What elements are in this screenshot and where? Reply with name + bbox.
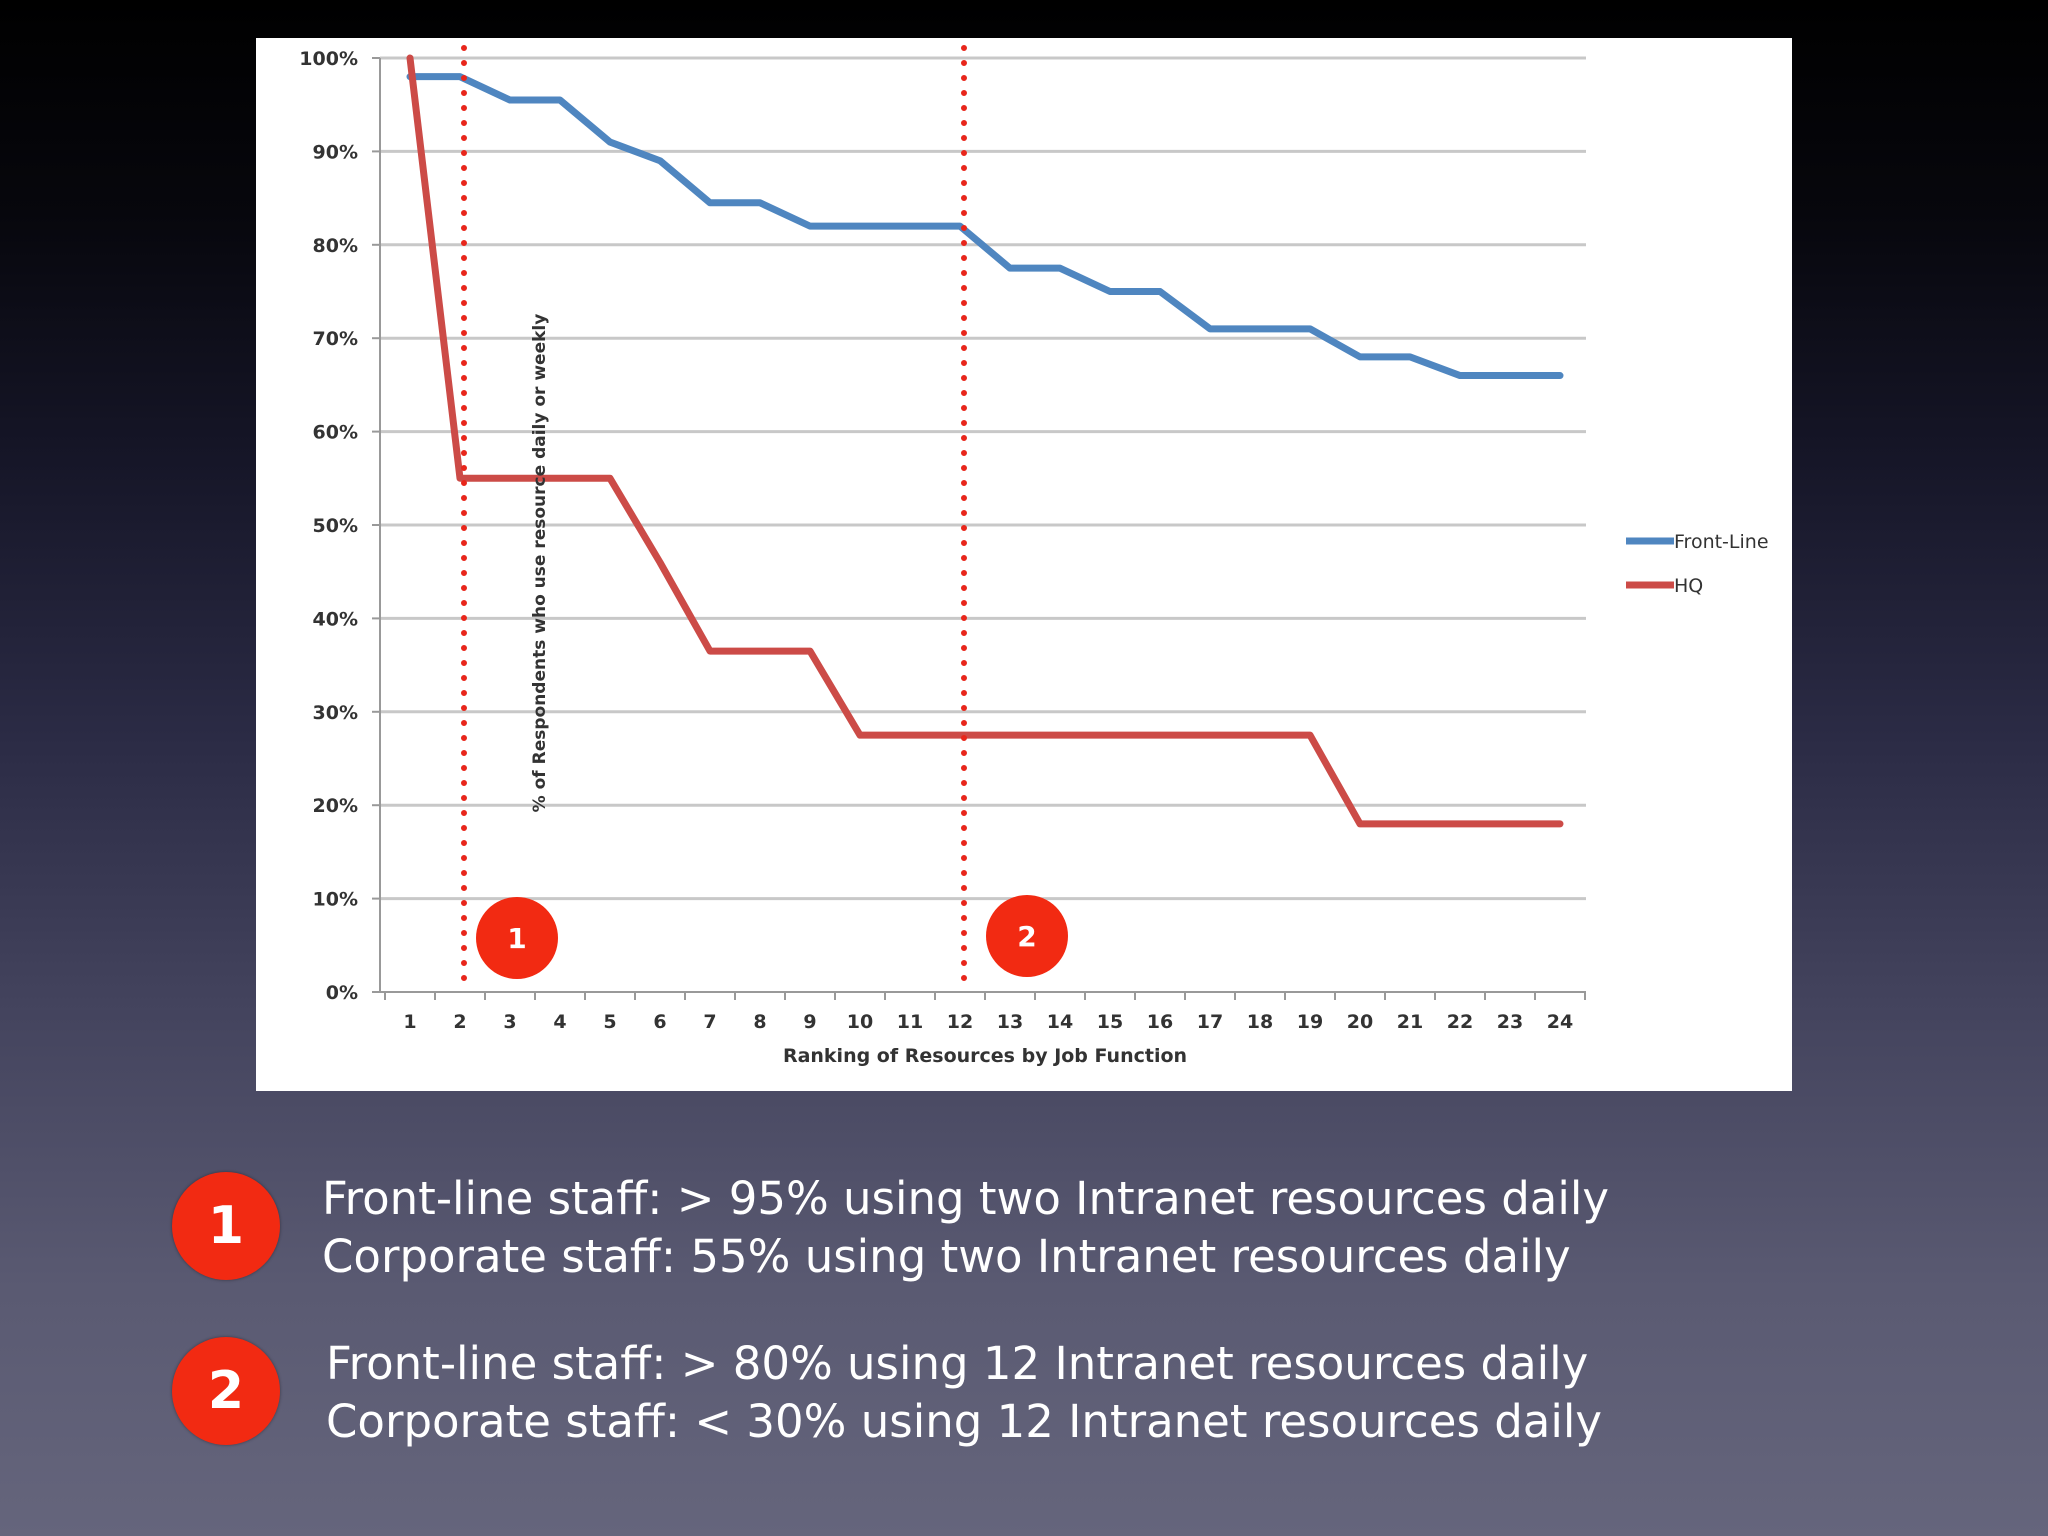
x-tick-label: 22 [1447, 1011, 1473, 1033]
legend-label-hq: HQ [1674, 575, 1703, 597]
y-tick-label: 50% [313, 515, 358, 537]
y-axis-title: % of Respondents who use resource daily … [530, 314, 550, 813]
legend: Front-Line HQ [1626, 531, 1769, 597]
y-tick-label: 0% [326, 982, 358, 1004]
x-tick-label: 14 [1047, 1011, 1073, 1033]
x-tick-label: 7 [703, 1011, 716, 1033]
x-tick-label: 16 [1147, 1011, 1173, 1033]
x-tick-label: 9 [803, 1011, 816, 1033]
x-tick-label: 19 [1297, 1011, 1323, 1033]
y-tick-label: 10% [313, 889, 358, 911]
series-lines [406, 54, 1564, 828]
x-tick-label: 5 [603, 1011, 616, 1033]
x-tick-label: 21 [1397, 1011, 1423, 1033]
y-tick-labels: 0% 10% 20% 30% 40% 50% 60% 70% 80% 90% 100% [299, 48, 358, 1004]
series-line-front-line [406, 73, 1564, 380]
x-tick-labels: 1 2 3 4 5 6 7 8 9 10 11 12 13 14 15 16 17 18 19 20 21 22 23 24 [403, 1011, 1573, 1033]
x-tick-label: 10 [847, 1011, 873, 1033]
note-2-corporate-text: Corporate staff: < 30% using 12 Intranet… [326, 1395, 1602, 1448]
marker-badge-label: 1 [507, 922, 526, 955]
note-1-front-line-text: Front-line staff: > 95% using two Intran… [322, 1172, 1610, 1225]
marker-badge-1 [476, 897, 558, 979]
y-tick-label: 20% [313, 795, 358, 817]
note-text-1: Front-line staff: > 95% using two Intran… [322, 1170, 1609, 1286]
x-tick-label: 11 [897, 1011, 923, 1033]
y-tick-label: 40% [313, 608, 358, 630]
y-tick-label: 60% [313, 422, 358, 444]
note-2: 2 Front-line staff: > 80% using 12 Intra… [0, 1335, 2048, 1455]
x-tick-label: 24 [1547, 1011, 1573, 1033]
note-badge-2: 2 [172, 1337, 280, 1445]
x-tick-label: 15 [1097, 1011, 1123, 1033]
y-tick-label: 70% [313, 328, 358, 350]
x-tick-label: 17 [1197, 1011, 1223, 1033]
x-tick-label: 4 [553, 1011, 566, 1033]
x-tick-label: 6 [653, 1011, 666, 1033]
x-tick-label: 1 [403, 1011, 416, 1033]
legend-label-front-line: Front-Line [1674, 531, 1769, 553]
x-tick-label: 23 [1497, 1011, 1523, 1033]
x-tick-label: 8 [753, 1011, 766, 1033]
x-tick-label: 2 [453, 1011, 466, 1033]
note-1-corporate-text: Corporate staff: 55% using two Intranet … [322, 1230, 1571, 1283]
y-tick-label: 90% [313, 141, 358, 163]
axes [372, 57, 1586, 1000]
x-tick-label: 18 [1247, 1011, 1273, 1033]
series-line-hq [406, 54, 1564, 828]
note-text-2: Front-line staff: > 80% using 12 Intrane… [326, 1335, 1602, 1451]
y-tick-label: 100% [299, 48, 358, 70]
y-tick-label: 80% [313, 235, 358, 257]
note-2-front-line-text: Front-line staff: > 80% using 12 Intrane… [326, 1337, 1589, 1390]
gridlines [380, 56, 1586, 901]
y-tick-label: 30% [313, 702, 358, 724]
note-1: 1 Front-line staff: > 95% using two Intr… [0, 1170, 2048, 1290]
marker-badge-2 [986, 895, 1068, 977]
x-tick-label: 12 [947, 1011, 973, 1033]
x-axis-title: Ranking of Resources by Job Function [783, 1045, 1187, 1067]
x-tick-label: 13 [997, 1011, 1023, 1033]
marker-badge-label: 2 [1017, 920, 1036, 953]
x-tick-label: 20 [1347, 1011, 1373, 1033]
x-tick-label: 3 [503, 1011, 516, 1033]
note-badge-1: 1 [172, 1172, 280, 1280]
